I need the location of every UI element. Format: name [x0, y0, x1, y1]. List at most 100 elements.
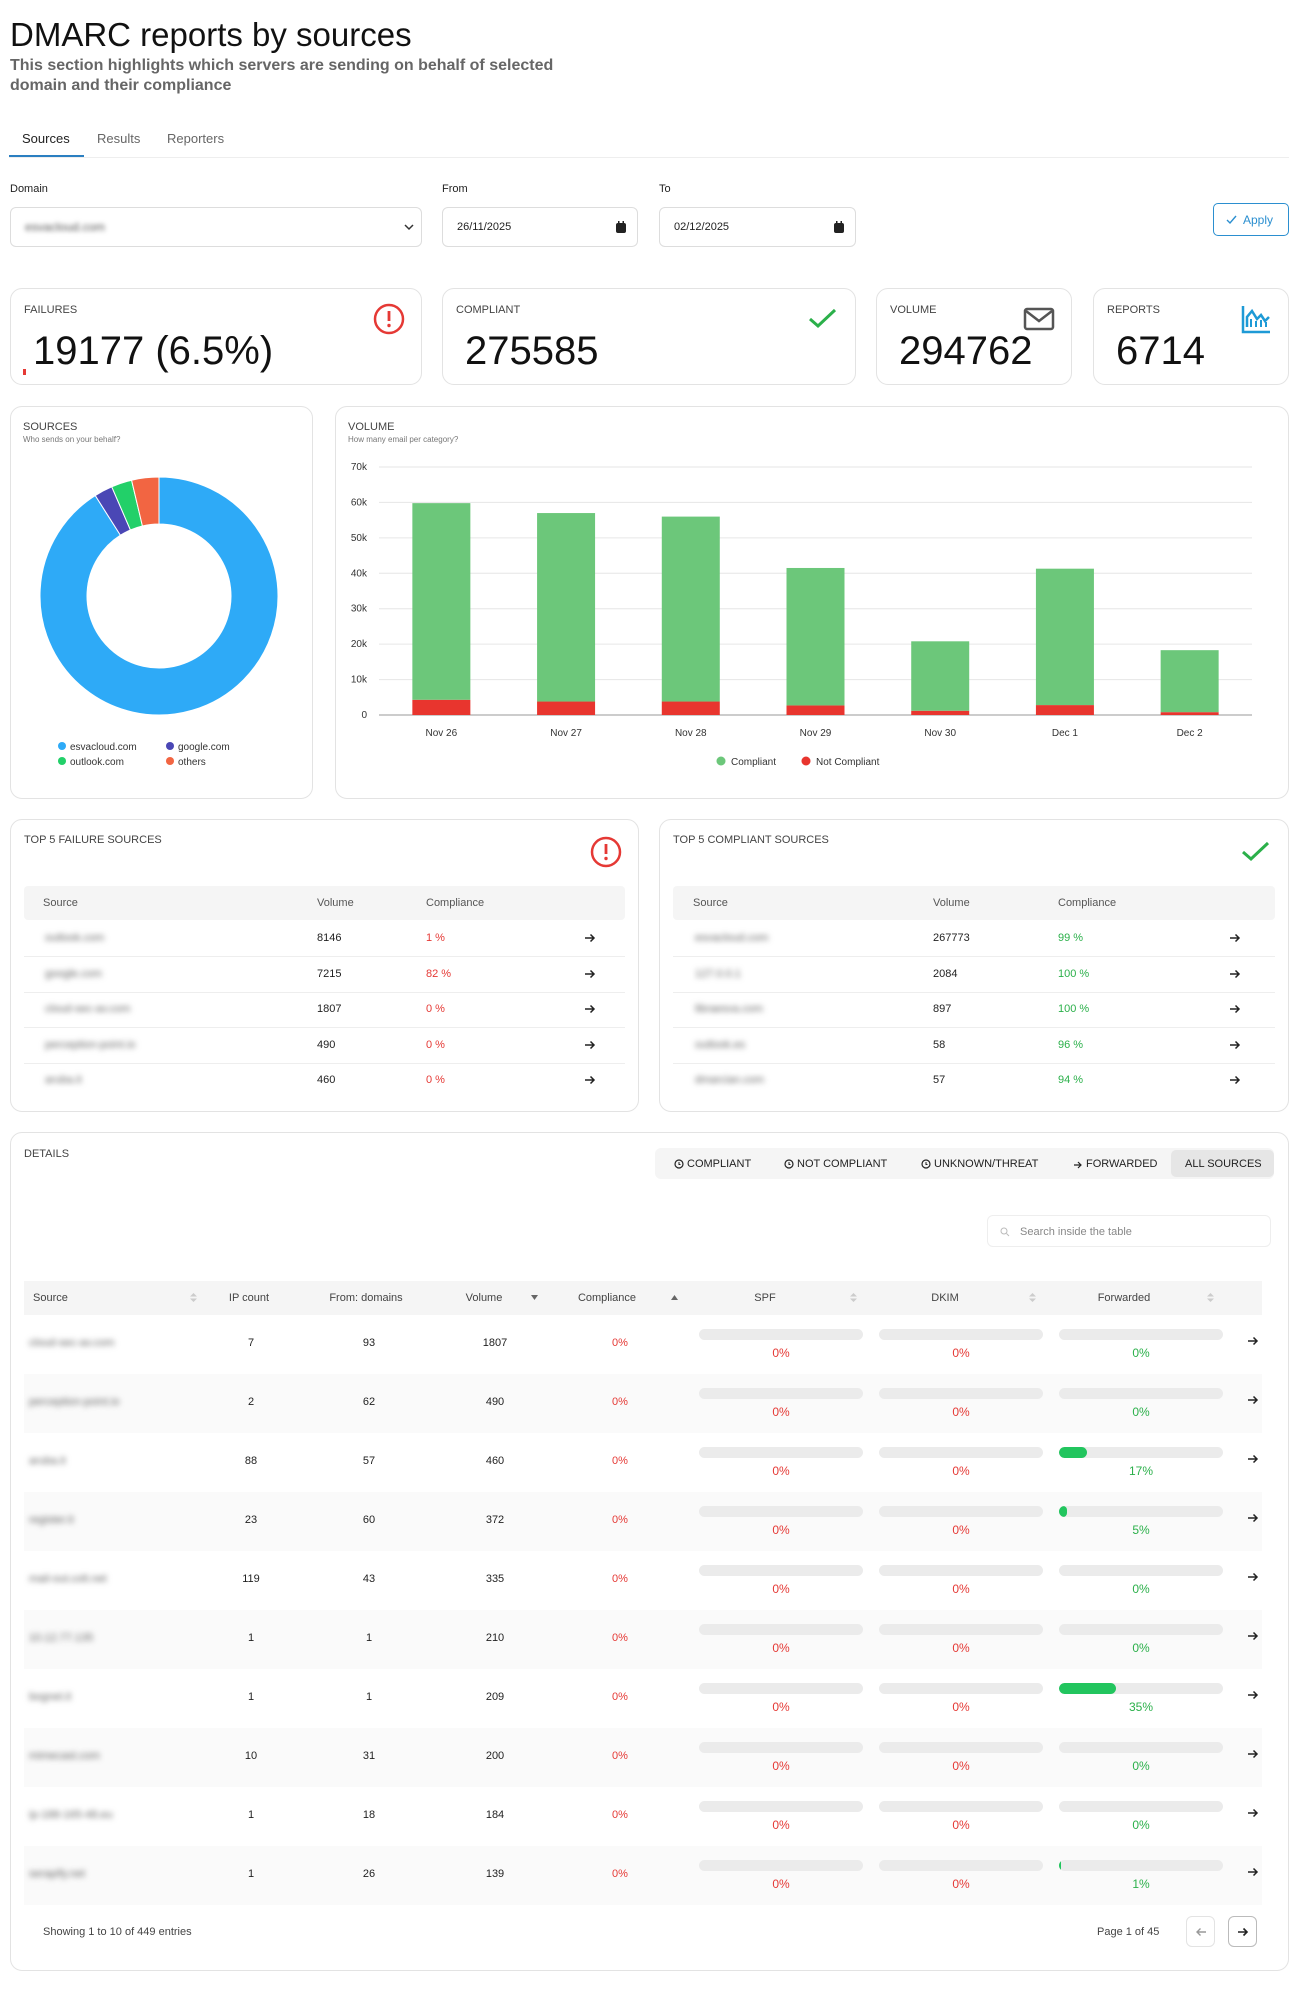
table-header: [24, 1281, 1262, 1315]
bar-segment: [1160, 712, 1219, 715]
tab-underline: [9, 155, 84, 157]
kpi-icon: [1023, 307, 1055, 331]
source-cell: aruba.it: [29, 1455, 66, 1467]
progress-track: [879, 1447, 1043, 1458]
column-header[interactable]: DKIM: [931, 1292, 959, 1304]
percent-text: 0%: [772, 1523, 790, 1537]
volume-cell: 2084: [933, 967, 958, 980]
row-arrow: [1230, 1040, 1241, 1049]
to-input[interactable]: 02/12/2025: [659, 207, 856, 247]
bar-segment: [537, 513, 596, 702]
cell: 0%: [612, 1514, 628, 1526]
progress-track: [699, 1506, 863, 1517]
volume-cell: 57: [933, 1074, 946, 1086]
progress-track: [699, 1624, 863, 1635]
prev-button[interactable]: [1186, 1916, 1215, 1947]
row-arrow: [585, 1004, 596, 1014]
row-stripe: [24, 1374, 1262, 1433]
legend-label: Compliant: [731, 757, 776, 768]
filter-icon: [784, 1159, 794, 1169]
top5-icon: [1242, 841, 1270, 862]
source-cell: register.it: [29, 1514, 74, 1526]
row-stripe: [24, 1492, 1262, 1551]
cell: 62: [362, 1396, 376, 1408]
progress-track: [699, 1801, 863, 1812]
filter-button[interactable]: COMPLIANT: [669, 1150, 755, 1177]
kpi-value: 19177 (6.5%): [33, 329, 274, 373]
column-header: IP count: [228, 1292, 270, 1304]
x-tick-label: Nov 29: [800, 728, 832, 739]
x-tick-label: Nov 27: [550, 728, 582, 739]
column-header[interactable]: Compliance: [577, 1292, 637, 1304]
volume-cell: 7215: [317, 967, 342, 980]
volume-cell: 490: [317, 1038, 336, 1051]
y-tick-label: 60k: [351, 497, 368, 508]
cell: 26: [362, 1868, 376, 1880]
search-input[interactable]: Search inside the table: [987, 1215, 1271, 1247]
x-tick-label: Nov 26: [426, 728, 458, 739]
progress-track: [1059, 1388, 1223, 1399]
progress-track: [699, 1447, 863, 1458]
row-arrow: [1248, 1808, 1259, 1818]
cell: 0%: [612, 1396, 628, 1408]
kpi-accent: [23, 369, 26, 375]
progress-track: [879, 1329, 1043, 1340]
legend-swatch: [716, 756, 726, 766]
compliance-cell: 99 %: [1058, 932, 1084, 944]
percent-text: 0%: [952, 1405, 970, 1419]
row-divider: [24, 1027, 625, 1028]
filter-button[interactable]: NOT COMPLIANT: [779, 1150, 899, 1177]
progress-track: [879, 1624, 1043, 1635]
row-divider: [673, 956, 1275, 957]
column-header[interactable]: Forwarded: [1097, 1292, 1151, 1304]
cell: 23: [244, 1514, 258, 1526]
prev-icon: [1196, 1928, 1206, 1936]
source-cell: cloud-sec-av.com: [29, 1337, 115, 1349]
kpi-card: COMPLIANT 275585: [442, 288, 856, 385]
progress-track: [1059, 1624, 1223, 1635]
column-header[interactable]: Source: [33, 1292, 68, 1304]
volume-card: VOLUME How many email per category? 0 10k 20…: [335, 406, 1289, 799]
source-cell: mimecast.com: [29, 1750, 100, 1762]
row-divider: [24, 991, 625, 993]
filter-button[interactable]: FORWARDED: [1068, 1150, 1164, 1177]
next-button[interactable]: [1228, 1916, 1257, 1947]
percent-text: 0%: [1132, 1641, 1150, 1655]
percent-text: 1%: [1132, 1877, 1150, 1891]
percent-text: 0%: [952, 1464, 970, 1478]
tab[interactable]: Sources: [22, 131, 70, 146]
apply-button[interactable]: Apply: [1213, 203, 1289, 236]
row-arrow: [1248, 1513, 1259, 1523]
domain-select[interactable]: esvacloud.com: [10, 207, 422, 247]
search-placeholder: Search inside the table: [1020, 1226, 1132, 1238]
legend-swatch: [58, 757, 66, 765]
legend-label: others: [178, 757, 206, 768]
percent-text: 0%: [1132, 1346, 1150, 1360]
progress-track: [879, 1860, 1043, 1871]
source-cell: cloud-sec-av.com: [45, 1003, 131, 1015]
legend-swatch: [801, 756, 811, 766]
row-divider: [24, 1062, 625, 1064]
source-cell: 127.0.0.1: [695, 967, 741, 980]
bar-segment: [412, 699, 471, 715]
cell: 1: [365, 1691, 373, 1703]
progress-track: [1059, 1683, 1223, 1694]
filter-button[interactable]: ALL SOURCES: [1171, 1150, 1274, 1177]
cell: 1: [247, 1809, 255, 1821]
column-header[interactable]: Volume: [465, 1292, 503, 1304]
kpi-value: 294762: [899, 329, 1033, 373]
filter-text: UNKNOWN/THREAT: [934, 1158, 1039, 1170]
column-header[interactable]: SPF: [754, 1292, 776, 1304]
filter-button[interactable]: UNKNOWN/THREAT: [916, 1150, 1052, 1177]
legend-label: google.com: [178, 742, 230, 753]
tab[interactable]: Results: [97, 131, 141, 146]
row-arrow: [1248, 1631, 1259, 1641]
row-divider: [673, 991, 1275, 993]
progress-fill: [1059, 1860, 1061, 1871]
top5-card: TOP 5 COMPLIANT SOURCES Source Volume Compl…: [659, 819, 1289, 1112]
volume-cell: 460: [317, 1074, 336, 1086]
from-input[interactable]: 26/11/2025: [442, 207, 638, 247]
row-arrow: [1248, 1454, 1259, 1464]
tab[interactable]: Reporters: [167, 131, 225, 146]
row-stripe: [24, 1728, 1262, 1787]
